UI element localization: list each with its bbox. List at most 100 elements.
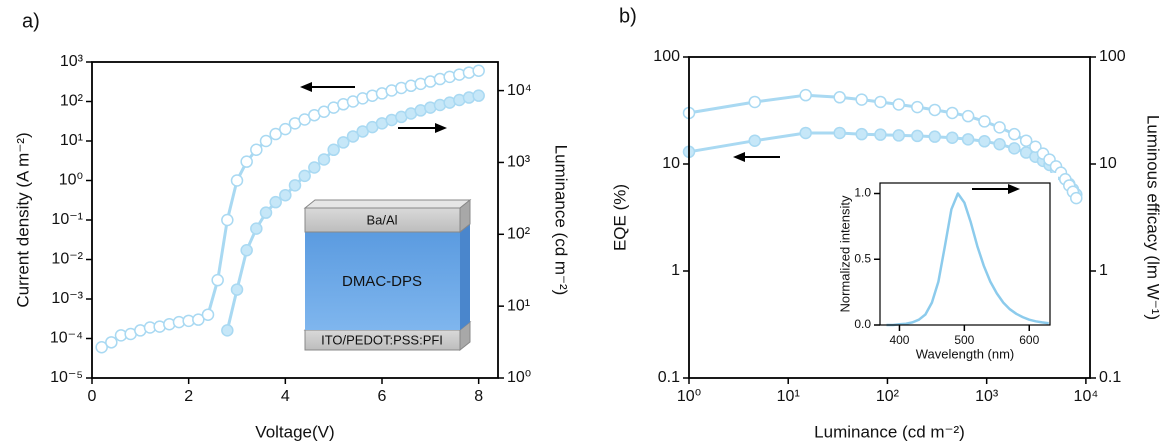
x-tick-label: 4: [281, 388, 290, 405]
data-point: [211, 273, 224, 287]
y2-tick-label: 10⁰: [507, 369, 531, 386]
x-tick-label: 6: [378, 388, 387, 405]
y2-axis-label: Luminous efficacy (lm W⁻¹): [1144, 115, 1163, 320]
y2-tick-label: 100: [1099, 48, 1126, 65]
data-point: [892, 98, 906, 111]
series-line: [886, 192, 1049, 327]
y-tick-label: 10⁰: [59, 172, 83, 189]
y-tick-label: 0.0: [854, 317, 871, 331]
plot-frame: [91, 61, 499, 379]
data-point: [855, 93, 868, 106]
y-axis-label: Normalized intensity: [837, 195, 852, 313]
data-point: [105, 336, 118, 349]
y-tick-label: 10¹: [60, 132, 83, 149]
y-tick-label: 0.5: [854, 251, 871, 265]
data-point: [337, 136, 350, 149]
data-point: [259, 134, 273, 148]
y-tick-label: 100: [653, 48, 680, 65]
y-tick-label: 1.0: [854, 186, 871, 200]
data-point: [833, 126, 846, 140]
x-tick-label: 0: [88, 388, 97, 405]
data-point: [799, 126, 812, 140]
y-tick-label: 10⁻¹: [51, 211, 83, 228]
y2-axis-label: Luminance (cd m⁻²): [552, 145, 571, 296]
x-axis-label: Wavelength (nm): [916, 346, 1015, 361]
arrow-head: [733, 152, 745, 162]
data-point: [874, 128, 887, 141]
y-tick-label: 10⁻²: [51, 251, 83, 268]
data-point: [279, 188, 292, 202]
x-axis-label: Luminance (cd m⁻²): [814, 422, 965, 441]
data-point: [961, 133, 975, 146]
inset-background: [832, 173, 1058, 365]
layer-face: [303, 199, 472, 209]
plots: 0 2 4 6 8 10⁻⁵ 10⁻⁴ 10⁻³ 10⁻² 10⁻¹ 10⁰ 10¹ 10² 10³ 10⁰…: [13, 5, 1162, 441]
y2-tick-label: 10¹: [507, 297, 530, 314]
arrow-head: [1008, 184, 1020, 194]
data-point: [928, 103, 942, 117]
data-point: [993, 137, 1006, 151]
arrow-head: [300, 82, 312, 92]
data-point: [1008, 127, 1021, 141]
x-tick-label: 10²: [876, 388, 900, 405]
data-point: [1019, 134, 1033, 147]
data-point: [1029, 140, 1042, 153]
data-point: [192, 313, 205, 326]
data-point: [1070, 191, 1083, 205]
x-tick-label: 10⁴: [1074, 388, 1099, 405]
data-point: [95, 341, 108, 354]
y2-tick-label: 1: [1099, 262, 1108, 279]
y2-tick-label: 10⁴: [507, 82, 532, 99]
data-point: [799, 88, 812, 102]
data-point: [961, 109, 975, 123]
y-tick-label: 10⁻³: [51, 290, 83, 307]
y-tick-label: 0.1: [658, 369, 680, 386]
layer-side: [460, 224, 470, 330]
y-axis-label: Current density (A m⁻²): [13, 132, 32, 307]
x-tick-label: 600: [1019, 333, 1039, 347]
y-tick-label: 10²: [60, 93, 84, 110]
device-stack: Ba/Al DMAC-DPS ITO/PEDOT:PSS:PFI: [303, 198, 472, 352]
data-point: [911, 129, 924, 143]
x-tick-label: 10³: [975, 388, 999, 405]
layer-label: Ba/Al: [366, 212, 397, 227]
chart: 400 500 600 0.0 0.5 1.0 Wavelength (nm) Normali…: [832, 173, 1058, 365]
chart: 0 2 4 6 8 10⁻⁵ 10⁻⁴ 10⁻³ 10⁻² 10⁻¹ 10⁰ 10¹ 10² 10³ 10⁰…: [13, 10, 570, 441]
data-point: [308, 161, 321, 174]
data-point: [833, 91, 846, 104]
data-point: [201, 308, 215, 321]
plot-frame: [879, 182, 1051, 326]
data-point: [230, 283, 244, 296]
data-point: [250, 222, 263, 235]
y-tick-label: 1: [671, 262, 680, 279]
data-point: [946, 131, 959, 144]
data-point: [250, 143, 263, 157]
data-point: [221, 213, 234, 227]
data-point: [230, 174, 244, 187]
y-tick-label: 10³: [60, 53, 84, 70]
data-point: [748, 95, 762, 109]
data-point: [911, 100, 924, 114]
layer-label: ITO/PEDOT:PSS:PFI: [321, 332, 443, 347]
y-tick-label: 10⁻⁵: [50, 369, 83, 386]
data-point: [874, 95, 887, 109]
data-point: [346, 130, 360, 143]
y-tick-label: 10⁻⁴: [50, 330, 83, 347]
data-point: [240, 155, 253, 168]
data-point: [855, 127, 868, 141]
y2-tick-label: 10: [1099, 155, 1117, 172]
data-point: [928, 130, 942, 143]
layer-emitter: [305, 232, 460, 330]
x-tick-label: 500: [954, 333, 974, 347]
y2-tick-label: 10²: [507, 226, 531, 243]
data-point: [288, 179, 302, 192]
data-point: [269, 127, 282, 141]
y-axis-label: EQE (%): [610, 184, 629, 251]
data-point: [978, 135, 991, 148]
data-point: [1008, 142, 1021, 155]
data-point: [472, 89, 485, 102]
x-tick-label: 10¹: [777, 388, 800, 405]
data-point: [892, 129, 906, 142]
data-point: [472, 64, 485, 78]
